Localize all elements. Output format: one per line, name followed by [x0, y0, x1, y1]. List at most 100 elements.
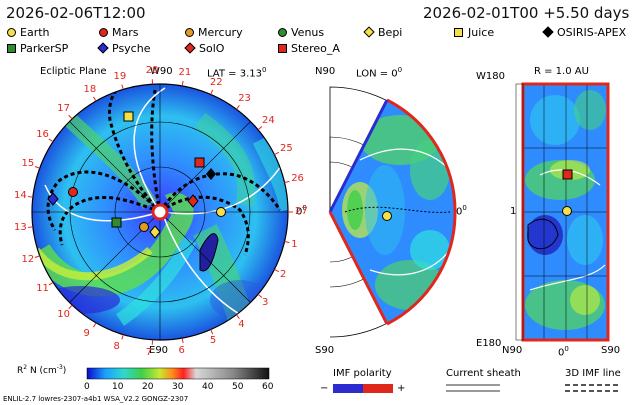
ecliptic-ticks: [27, 79, 293, 345]
colorbar-tick: 20: [142, 382, 154, 392]
radial-zero: 00: [558, 345, 569, 359]
ecliptic-tick-label: 26: [291, 173, 304, 185]
imf-polarity-key: [333, 384, 393, 393]
timestamp-right: 2026-02-01T00 +5.50 days: [423, 4, 630, 22]
ecliptic-tick-label: 3: [262, 296, 269, 308]
ecliptic-tick-mark: [34, 166, 40, 169]
parkersp-marker-icon: [7, 44, 16, 53]
colorbar-tick: 50: [232, 382, 244, 392]
meridional-n90: N90: [315, 66, 336, 77]
ecliptic-tick-label: 7: [145, 346, 153, 358]
ecliptic-tick-mark: [93, 322, 97, 328]
colorbar-label: R2 N (cm-3): [17, 364, 67, 376]
colorbar-tick: 40: [202, 382, 214, 392]
colorbar-tick: 10: [112, 382, 124, 392]
ecliptic-tick-mark: [48, 281, 54, 286]
radial-n90: N90: [502, 345, 523, 356]
bepi-diamond-icon: [149, 225, 161, 239]
timestamp-left: 2026-02-06T12:00: [6, 4, 146, 22]
ecliptic-tick-label: 15: [21, 157, 35, 169]
ecliptic-tick-label: 16: [36, 128, 49, 140]
solo-diamond-icon: [187, 194, 199, 208]
ecliptic-tick-label: 25: [280, 142, 293, 154]
earth-dot-icon: [216, 207, 226, 217]
psyche-diamond-icon: [47, 192, 59, 206]
ecliptic-tick-mark: [236, 314, 240, 319]
imf-line-label: 3D IMF line: [565, 368, 621, 379]
ecliptic-tick-mark: [284, 241, 290, 244]
ecliptic-tick-mark: [274, 151, 280, 156]
ecliptic-e90: E90: [149, 345, 169, 356]
ecliptic-tick-mark: [68, 304, 73, 310]
legend-psyche: Psyche: [112, 42, 151, 55]
meridional-zero: 00: [456, 204, 467, 218]
ecliptic-tick-label: 12: [21, 254, 35, 266]
ecliptic-tick-label: 9: [83, 328, 90, 340]
ecliptic-title: Ecliptic Plane: [40, 66, 107, 77]
mars-marker-icon: [99, 28, 108, 37]
legend-osiris-apex: OSIRIS-APEX: [557, 26, 627, 39]
ecliptic-tick-label: 18: [83, 83, 97, 95]
legend-stereo-a: Stereo_A: [291, 42, 340, 55]
meridional-panel: [328, 86, 457, 338]
ecliptic-tick-mark: [257, 126, 263, 131]
imf-minus-label: −: [320, 383, 329, 394]
mercury-dot-icon: [139, 222, 149, 232]
colorbar-tick: 0: [84, 382, 90, 392]
ecliptic-w90: W90: [150, 66, 173, 77]
ecliptic-tick-mark: [274, 268, 280, 273]
radial-s90: S90: [601, 345, 621, 356]
ecliptic-tick-label: 10: [57, 308, 70, 320]
ecliptic-tick-label: 2: [280, 269, 287, 281]
legend-mars: Mars: [112, 26, 139, 39]
venus-marker-icon: [278, 28, 287, 37]
legend-venus: Venus: [291, 26, 325, 39]
ecliptic-tick-mark: [121, 334, 124, 340]
ecliptic-tick-label: 13: [13, 222, 27, 234]
meridional-s90: S90: [315, 345, 335, 356]
ecliptic-tick-label: 22: [209, 76, 223, 88]
ecliptic-tick-mark: [48, 138, 54, 143]
ecliptic-tick-label: 14: [13, 189, 27, 201]
ecliptic-tick-mark: [93, 96, 97, 102]
ecliptic-tick-mark: [68, 114, 73, 120]
radial-one: 1: [510, 206, 517, 217]
meridional-earth-dot-icon: [382, 211, 392, 221]
juice-square-icon: [123, 111, 134, 122]
ecliptic-tick-label: 17: [57, 103, 70, 115]
radial-w180: W180: [476, 71, 505, 82]
ecliptic-tick-label: 4: [238, 319, 245, 331]
legend-solo: SolO: [199, 42, 225, 55]
colorbar-tick: 30: [172, 382, 184, 392]
ecliptic-lat: LAT = 3.130: [207, 66, 267, 80]
radial-stereo-a-square-icon: [562, 169, 573, 180]
ecliptic-tick-label: 11: [36, 283, 49, 295]
ecliptic-tick-label: 1: [291, 238, 298, 250]
colorbar: [86, 367, 270, 380]
stereo-a-marker-icon: [278, 44, 287, 53]
legend-earth: Earth: [20, 26, 50, 39]
legend-juice: Juice: [468, 26, 495, 39]
ecliptic-tick-label: 23: [238, 92, 251, 104]
ecliptic-tick-label: 27: [295, 206, 308, 217]
ecliptic-tick-mark: [34, 255, 40, 258]
ecliptic-tick-label: 6: [178, 344, 185, 356]
meridional-lon: LON = 00: [356, 66, 403, 80]
radial-panel: [515, 82, 610, 342]
radial-r: R = 1.0 AU: [534, 66, 589, 77]
mars-dot-icon: [68, 187, 78, 197]
osiris-apex-diamond-icon: [206, 168, 216, 180]
radial-e180: E180: [476, 338, 502, 349]
current-sheath-label: Current sheath: [446, 368, 521, 379]
ecliptic-tick-mark: [121, 84, 124, 90]
imf-line-key: [565, 384, 620, 392]
stereo-a-square-icon: [194, 157, 205, 168]
imf-plus-label: +: [397, 383, 406, 394]
ecliptic-tick-label: 5: [209, 335, 217, 347]
legend-mercury: Mercury: [198, 26, 243, 39]
juice-marker-icon: [454, 28, 463, 37]
ecliptic-zero: 00: [296, 204, 307, 218]
ecliptic-tick-mark: [210, 89, 214, 95]
legend-bepi: Bepi: [378, 26, 403, 39]
ecliptic-tick-mark: [284, 180, 290, 183]
